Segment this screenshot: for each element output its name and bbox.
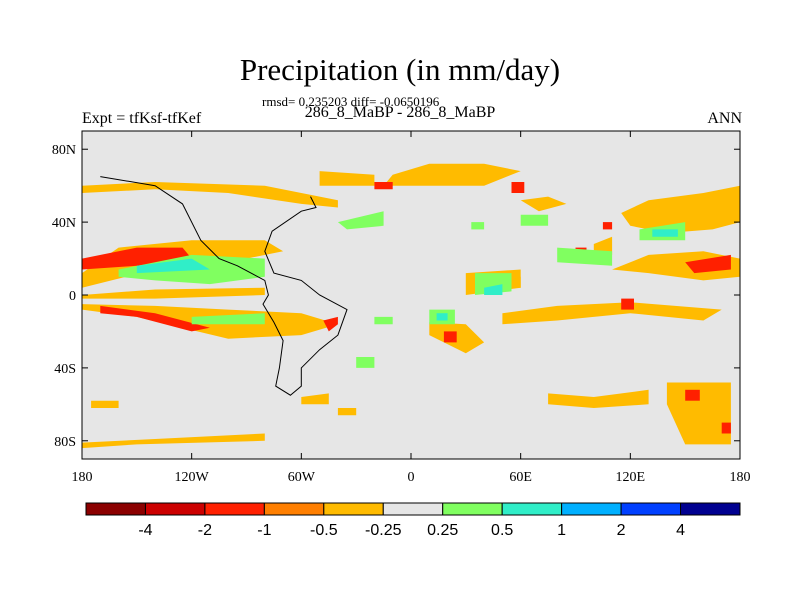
- colorbar-box-9: [620, 502, 682, 516]
- colorbar-label-1: -2: [198, 522, 212, 539]
- anomaly-region-40: [471, 222, 485, 230]
- colorbar-label-5: 0.25: [427, 522, 458, 539]
- x-tick-label-3: 0: [408, 470, 415, 485]
- x-tick-label-6: 180: [730, 470, 751, 485]
- colorbar-label-4: -0.25: [365, 522, 402, 539]
- anomaly-region-30: [685, 389, 700, 401]
- y-tick-label-0: 80N: [52, 143, 76, 158]
- anomaly-region-24: [621, 298, 634, 310]
- colorbar-box-0: [85, 502, 146, 516]
- anomaly-region-43: [136, 258, 210, 274]
- anomaly-region-45: [484, 284, 503, 295]
- contour-regions: [82, 163, 740, 449]
- anomaly-region-8: [301, 393, 329, 405]
- anomaly-region-44: [436, 313, 448, 321]
- anomaly-region-22: [323, 316, 338, 332]
- colorbar-box-8: [561, 502, 622, 516]
- colorbar-box-2: [204, 502, 265, 516]
- x-tick-label-5: 120E: [616, 470, 646, 485]
- anomaly-region-33: [191, 313, 265, 325]
- anomaly-region-29: [721, 422, 731, 434]
- colorbar-label-2: -1: [257, 522, 271, 539]
- chart-title: Precipitation (in mm/day): [239, 52, 561, 87]
- axis-ticks: 180 120W 60W 0 60E 120E 180 80N 40N 0 40S 80S: [52, 131, 751, 485]
- anomaly-region-20: [82, 247, 192, 270]
- x-tick-label-2: 60W: [288, 470, 316, 485]
- anomaly-region-2: [383, 163, 521, 186]
- anomaly-region-1: [319, 171, 375, 186]
- anomaly-region-36: [356, 357, 375, 368]
- anomaly-region-23: [443, 331, 457, 343]
- colorbar: -4 -2 -1 -0.5 -0.25 0.25 0.5 1 2 4: [85, 502, 741, 539]
- coastlines: [100, 176, 348, 396]
- colorbar-label-7: 1: [557, 522, 566, 539]
- y-tick-label-3: 40S: [54, 362, 76, 377]
- colorbar-box-4: [323, 502, 384, 516]
- x-tick-label-4: 60E: [509, 470, 532, 485]
- anomaly-region-26: [511, 182, 525, 193]
- colorbar-box-5: [382, 502, 444, 516]
- anomaly-region-7: [91, 400, 119, 408]
- anomaly-region-39: [557, 247, 613, 266]
- experiment-label: Expt = tfKsf-tfKef: [82, 110, 202, 127]
- case-label: 286_8_MaBP - 286_8_MaBP: [304, 104, 496, 121]
- anomaly-region-34: [337, 211, 384, 230]
- anomaly-region-31: [374, 182, 393, 190]
- anomaly-region-12: [548, 389, 649, 408]
- colorbar-label-3: -0.5: [310, 522, 338, 539]
- y-tick-label-1: 40N: [52, 216, 76, 231]
- colorbar-box-10: [680, 502, 741, 516]
- anomaly-region-0: [82, 182, 338, 208]
- colorbar-box-7: [501, 502, 563, 516]
- colorbar-label-8: 2: [617, 522, 626, 539]
- colorbar-label-0: -4: [138, 522, 152, 539]
- anomaly-region-13: [666, 382, 731, 445]
- coastline-0: [100, 176, 348, 396]
- anomaly-region-14: [621, 185, 740, 233]
- colorbar-label-6: 0.5: [491, 522, 513, 539]
- colorbar-label-9: 4: [676, 522, 685, 539]
- y-tick-label-4: 80S: [54, 435, 76, 450]
- anomaly-region-11: [502, 302, 722, 325]
- anomaly-region-6: [82, 433, 265, 449]
- colorbar-box-3: [263, 502, 325, 516]
- anomaly-region-46: [652, 229, 678, 237]
- anomaly-region-27: [602, 222, 613, 230]
- x-tick-label-0: 180: [72, 470, 93, 485]
- colorbar-box-1: [144, 502, 206, 516]
- anomaly-region-4: [82, 287, 265, 299]
- anomaly-region-16: [520, 196, 567, 212]
- x-tick-label-1: 120W: [175, 470, 210, 485]
- anomaly-region-21: [100, 305, 210, 332]
- stats-line: rmsd= 0.235203 diff= -0.0650196: [262, 94, 440, 109]
- anomaly-region-35: [374, 316, 393, 325]
- anomaly-region-19: [511, 276, 521, 288]
- y-tick-label-2: 0: [69, 289, 76, 304]
- season-label: ANN: [707, 110, 742, 127]
- anomaly-region-9: [337, 408, 357, 416]
- colorbar-box-6: [442, 502, 503, 516]
- anomaly-region-41: [520, 214, 549, 226]
- anomaly-region-25: [685, 254, 731, 274]
